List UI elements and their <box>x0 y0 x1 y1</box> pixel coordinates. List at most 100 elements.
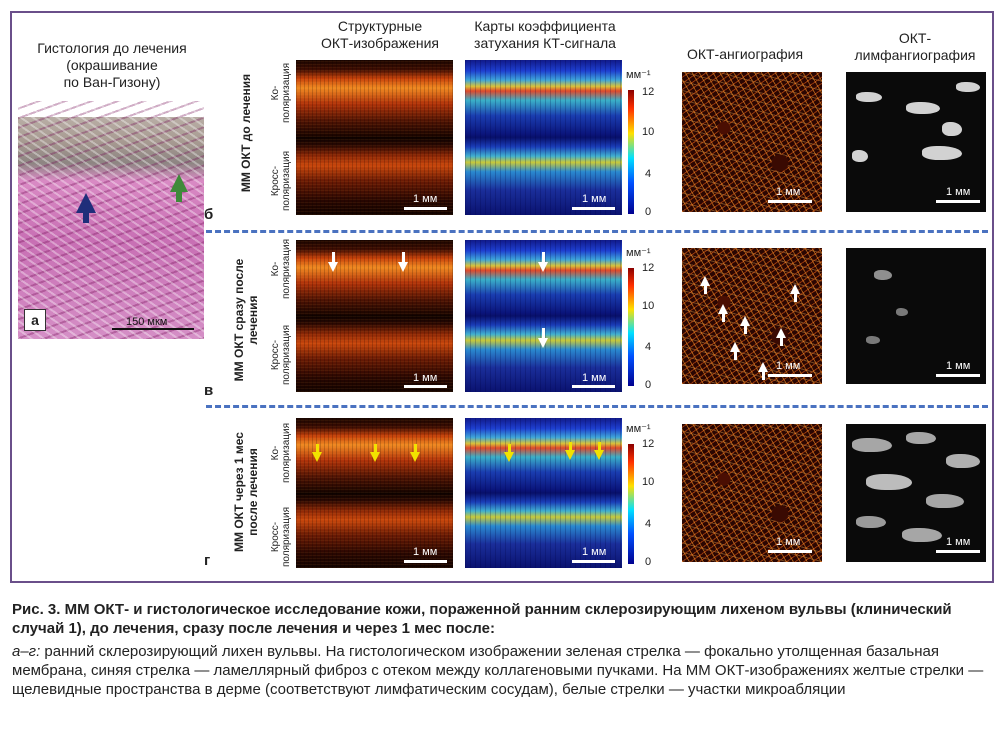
yellow-arrow-icon <box>594 442 604 460</box>
colorbar-tick: 12 <box>642 86 655 98</box>
scale-label: 1 мм <box>776 536 801 548</box>
white-arrow-icon <box>718 304 728 322</box>
scale-label: 1 мм <box>582 372 607 384</box>
scale-bar <box>404 385 447 388</box>
row-separator <box>206 405 988 408</box>
scale-label: 1 мм <box>776 360 801 372</box>
attenuation-map-image <box>465 418 622 568</box>
histology-scale-label: 150 мкм <box>126 316 168 328</box>
structural-oct-image <box>296 60 453 215</box>
colorbar <box>628 268 634 386</box>
scale-label: 1 мм <box>413 546 438 558</box>
scale-bar <box>404 560 447 563</box>
colorbar-tick: 12 <box>642 438 655 450</box>
scale-bar <box>936 550 980 553</box>
panel-letter-v: в <box>204 382 214 399</box>
white-arrow-icon <box>790 284 800 302</box>
attenuation-map-image <box>465 60 622 215</box>
white-arrow-icon <box>776 328 786 346</box>
white-arrow-icon <box>758 362 768 380</box>
yellow-arrow-icon <box>370 444 380 462</box>
oct-lymphangiography-image <box>846 424 986 562</box>
scale-bar <box>936 200 980 203</box>
oct-lymphangiography-image <box>846 248 986 384</box>
colorbar-unit: мм⁻¹ <box>626 247 651 259</box>
colorbar-tick: 12 <box>642 262 655 274</box>
histology-image <box>18 101 204 339</box>
column-header-attenuation: Карты коэффициента затухания КТ-сигнала <box>474 18 616 51</box>
scale-label: 1 мм <box>946 536 971 548</box>
pol-label-cross: Кросс- поляризация <box>270 506 292 568</box>
scale-bar <box>572 207 615 210</box>
histology-title: Гистология до лечения (окрашивание по Ва… <box>37 40 187 90</box>
figure-frame <box>10 11 994 583</box>
caption-panels: а–г: <box>12 643 41 660</box>
yellow-arrow-icon <box>504 444 514 462</box>
white-arrow-icon <box>538 328 548 348</box>
column-header-lymph: ОКТ- лимфангиография <box>854 30 976 63</box>
colorbar-tick: 0 <box>645 206 652 218</box>
panel-label-a: а <box>24 309 46 331</box>
colorbar-unit: мм⁻¹ <box>626 423 651 435</box>
scale-label: 1 мм <box>946 360 971 372</box>
white-arrow-icon <box>398 252 408 272</box>
colorbar-tick: 4 <box>645 518 652 530</box>
scale-bar <box>768 200 812 203</box>
column-header-angio: ОКТ-ангиография <box>686 46 804 62</box>
column-header-structural: Структурные ОКТ-изображения <box>320 18 439 51</box>
row-label-before: ММ ОКТ до лечения <box>239 73 253 193</box>
colorbar-tick: 0 <box>645 556 652 568</box>
blue-arrow-icon <box>76 193 96 213</box>
colorbar <box>628 90 634 214</box>
panel-letter-g: г <box>204 552 211 569</box>
yellow-arrow-icon <box>312 444 322 462</box>
panel-letter-b: б <box>204 206 214 223</box>
oct-angiography-image <box>682 424 822 562</box>
scale-label: 1 мм <box>413 193 438 205</box>
colorbar-tick: 4 <box>645 341 652 353</box>
blue-arrow-shaft <box>83 213 89 223</box>
white-arrow-icon <box>730 342 740 360</box>
scale-label: 1 мм <box>776 186 801 198</box>
row-separator <box>206 230 988 233</box>
scale-label: 1 мм <box>582 546 607 558</box>
yellow-arrow-icon <box>565 442 575 460</box>
scale-bar <box>768 550 812 553</box>
scale-bar <box>936 374 980 377</box>
colorbar-tick: 0 <box>645 379 652 391</box>
pol-label-co: Ко- поляризация <box>270 238 292 300</box>
colorbar <box>628 444 634 564</box>
colorbar-tick: 10 <box>642 126 655 138</box>
histology-scale-bar <box>112 328 194 330</box>
structural-oct-image <box>296 418 453 568</box>
white-arrow-icon <box>328 252 338 272</box>
scale-label: 1 мм <box>946 186 971 198</box>
scale-label: 1 мм <box>582 193 607 205</box>
figure-caption-body: а–г: ранний склерозирующий лихен вульвы.… <box>12 642 994 699</box>
scale-bar <box>404 207 447 210</box>
colorbar-tick: 10 <box>642 476 655 488</box>
oct-lymphangiography-image <box>846 72 986 212</box>
colorbar-tick: 10 <box>642 300 655 312</box>
scale-bar <box>768 374 812 377</box>
pol-label-cross: Кросс- поляризация <box>270 150 292 212</box>
scale-label: 1 мм <box>413 372 438 384</box>
oct-angiography-image <box>682 72 822 212</box>
pol-label-cross: Кросс- поляризация <box>270 324 292 386</box>
oct-angiography-image <box>682 248 822 384</box>
green-arrow-icon <box>170 174 188 192</box>
scale-bar <box>572 385 615 388</box>
caption-text: ранний склерозирующий лихен вульвы. На г… <box>12 643 984 698</box>
row-label-month: ММ ОКТ через 1 мес после лечения <box>232 432 260 552</box>
scale-bar <box>572 560 615 563</box>
yellow-arrow-icon <box>410 444 420 462</box>
pol-label-co: Ко- поляризация <box>270 422 292 484</box>
colorbar-tick: 4 <box>645 168 652 180</box>
structural-oct-image <box>296 240 453 392</box>
white-arrow-icon <box>538 252 548 272</box>
white-arrow-icon <box>700 276 710 294</box>
figure-caption-title: Рис. 3. ММ ОКТ- и гистологическое исслед… <box>12 601 952 637</box>
pol-label-co: Ко- поляризация <box>270 62 292 124</box>
white-arrow-icon <box>740 316 750 334</box>
green-arrow-shaft <box>176 192 182 202</box>
